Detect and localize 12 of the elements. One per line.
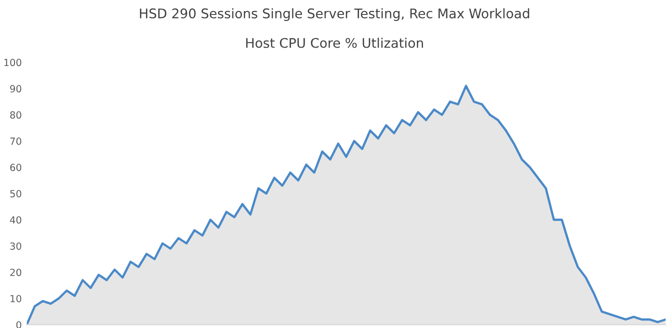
y-tick-label: 10 (10, 294, 22, 302)
y-tick-label: 70 (10, 138, 22, 145)
y-tick-label: 100 (4, 58, 22, 66)
y-tick-label: 80 (10, 111, 22, 119)
chart-title: HSD 290 Sessions Single Server Testing, Rec Max Workload (140, 8, 530, 21)
y-tick-label: 60 (10, 164, 22, 172)
y-tick-label: 30 (10, 242, 22, 250)
chart-subtitle: Host CPU Core % Utlization (246, 38, 423, 48)
y-tick-label: 40 (10, 216, 22, 224)
y-tick-label: 90 (10, 85, 22, 92)
y-tick-label: 50 (10, 190, 22, 198)
y-tick-label: 20 (10, 268, 22, 276)
